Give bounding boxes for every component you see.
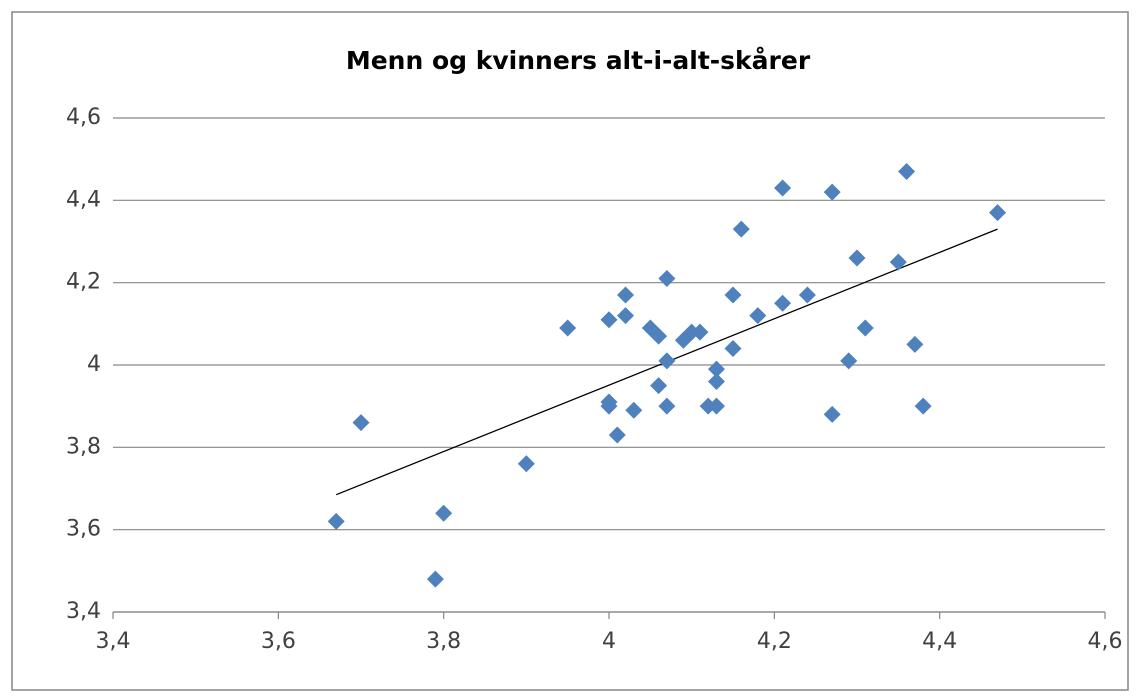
marker [823,405,841,423]
y-tick-label: 4,6 [66,105,101,130]
marker [898,163,916,181]
marker [707,360,725,378]
x-tick-label: 4 [602,629,616,654]
x-tick-label: 3,8 [426,629,461,654]
x-tick-label: 3,6 [261,629,296,654]
chart-frame [11,11,1129,691]
y-tick-label: 3,8 [66,434,101,459]
x-tick-label: 4,2 [757,629,792,654]
marker [989,204,1007,222]
y-tick-label: 3,4 [66,599,101,624]
marker [691,323,709,341]
marker [600,397,618,415]
marker [856,319,874,337]
marker [906,335,924,353]
marker [658,352,676,370]
x-tick-label: 4,6 [1088,629,1123,654]
marker [435,504,453,522]
marker [732,220,750,238]
marker [352,414,370,432]
marker [658,397,676,415]
y-tick-label: 4 [87,352,101,377]
y-tick-label: 3,6 [66,517,101,542]
marker [749,307,767,325]
marker [426,570,444,588]
marker [724,340,742,358]
marker [600,311,618,329]
marker [327,512,345,530]
marker [724,286,742,304]
marker [914,397,932,415]
marker [559,319,577,337]
marker [608,426,626,444]
marker [617,286,635,304]
marker [848,249,866,267]
marker [707,397,725,415]
marker [658,270,676,288]
marker [517,455,535,473]
marker [650,327,668,345]
x-tick-label: 4,4 [922,629,957,654]
y-tick-label: 4,4 [66,187,101,212]
marker [617,307,635,325]
marker [625,401,643,419]
marker [840,352,858,370]
chart-title: Menn og kvinners alt-i-alt-skårer [346,46,811,75]
marker [774,179,792,197]
x-tick-label: 3,4 [96,629,131,654]
marker [889,253,907,271]
marker [707,372,725,390]
y-tick-label: 4,2 [66,270,101,295]
marker [823,183,841,201]
marker [798,286,816,304]
marker [774,294,792,312]
marker [650,377,668,395]
